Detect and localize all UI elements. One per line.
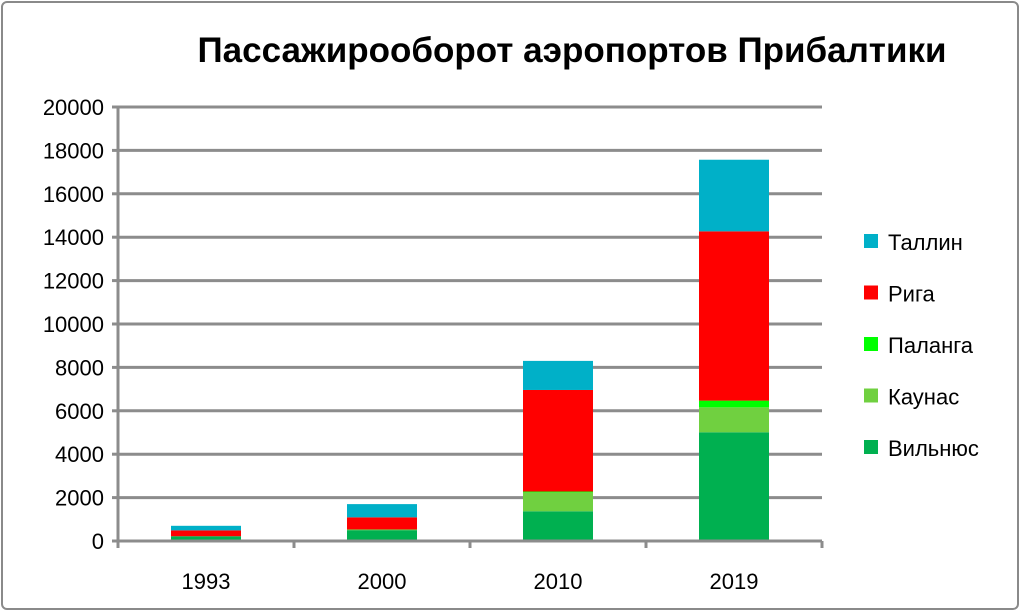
bar-2010-3 [523, 389, 593, 492]
y-tick-label: 16000 [43, 182, 104, 207]
legend-swatch [864, 440, 878, 454]
bar-2010-1 [523, 492, 593, 512]
y-tick-label: 4000 [55, 442, 104, 467]
bar-1993-3 [171, 530, 241, 537]
x-tick-label: 1993 [182, 569, 231, 594]
bar-2000-3 [347, 517, 417, 530]
y-tick-label: 6000 [55, 399, 104, 424]
y-tick-label: 20000 [43, 95, 104, 120]
y-tick-label: 12000 [43, 269, 104, 294]
bar-2010-4 [523, 360, 593, 390]
chart-title: Пассажирооборот аэропортов Прибалтики [197, 31, 946, 70]
y-tick-label: 14000 [43, 225, 104, 250]
bar-1993-4 [171, 525, 241, 531]
legend-label: Рига [888, 282, 936, 307]
bar-2010-2 [523, 491, 593, 493]
bar-2019-0 [699, 432, 769, 541]
legend-swatch [864, 285, 878, 300]
legend-swatch [864, 337, 878, 351]
legend-label: Вильнюс [888, 436, 979, 461]
x-tick-label: 2000 [358, 569, 407, 594]
y-tick-label: 0 [92, 529, 104, 554]
bar-2019-3 [699, 231, 769, 401]
bar-2000-4 [347, 504, 417, 518]
y-tick-label: 10000 [43, 312, 104, 337]
bar-2019-4 [699, 159, 769, 232]
legend-swatch [864, 388, 878, 403]
x-tick-label: 2010 [534, 569, 583, 594]
legend-swatch [864, 234, 878, 248]
legend-label: Каунас [888, 385, 959, 410]
legend-label: Таллин [888, 230, 963, 255]
y-tick-label: 18000 [43, 138, 104, 163]
bar-2019-2 [699, 400, 769, 408]
bar-2019-1 [699, 407, 769, 433]
bar-2000-0 [347, 530, 417, 541]
x-tick-label: 2019 [710, 569, 759, 594]
y-tick-label: 8000 [55, 355, 104, 380]
bar-2010-0 [523, 511, 593, 541]
y-tick-label: 2000 [55, 486, 104, 511]
bar-1993-0 [171, 536, 241, 541]
legend-label: Паланга [888, 333, 974, 358]
